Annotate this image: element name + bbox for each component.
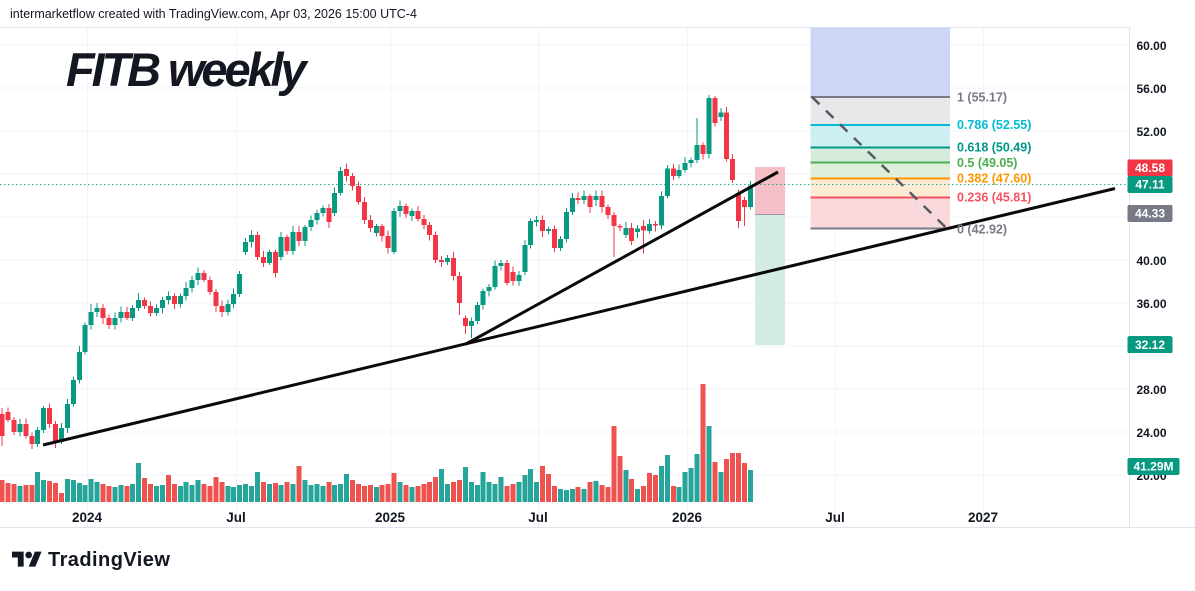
svg-text:47.11: 47.11 <box>1135 178 1165 192</box>
svg-text:48.58: 48.58 <box>1135 161 1165 175</box>
svg-text:0.5 (49.05): 0.5 (49.05) <box>957 156 1017 170</box>
svg-text:24.00: 24.00 <box>1137 426 1167 440</box>
svg-text:32.12: 32.12 <box>1135 338 1165 352</box>
svg-text:0.382 (47.60): 0.382 (47.60) <box>957 172 1031 186</box>
svg-text:2026: 2026 <box>672 510 703 525</box>
svg-text:0.618 (50.49): 0.618 (50.49) <box>957 140 1031 154</box>
svg-text:0.236 (45.81): 0.236 (45.81) <box>957 191 1031 205</box>
svg-text:0.786 (52.55): 0.786 (52.55) <box>957 118 1031 132</box>
svg-text:60.00: 60.00 <box>1137 39 1167 53</box>
svg-text:36.00: 36.00 <box>1137 297 1167 311</box>
svg-text:2027: 2027 <box>968 510 998 525</box>
svg-text:56.00: 56.00 <box>1137 82 1167 96</box>
svg-text:28.00: 28.00 <box>1137 383 1167 397</box>
svg-text:2025: 2025 <box>375 510 406 525</box>
svg-text:2024: 2024 <box>72 510 103 525</box>
svg-text:Jul: Jul <box>226 510 246 525</box>
svg-text:52.00: 52.00 <box>1137 125 1167 139</box>
svg-text:0 (42.92): 0 (42.92) <box>957 222 1007 236</box>
svg-text:44.33: 44.33 <box>1135 207 1165 221</box>
svg-text:Jul: Jul <box>528 510 548 525</box>
svg-text:40.00: 40.00 <box>1137 254 1167 268</box>
svg-text:Jul: Jul <box>825 510 845 525</box>
svg-text:41.29M: 41.29M <box>1133 460 1173 474</box>
svg-text:1 (55.17): 1 (55.17) <box>957 91 1007 105</box>
